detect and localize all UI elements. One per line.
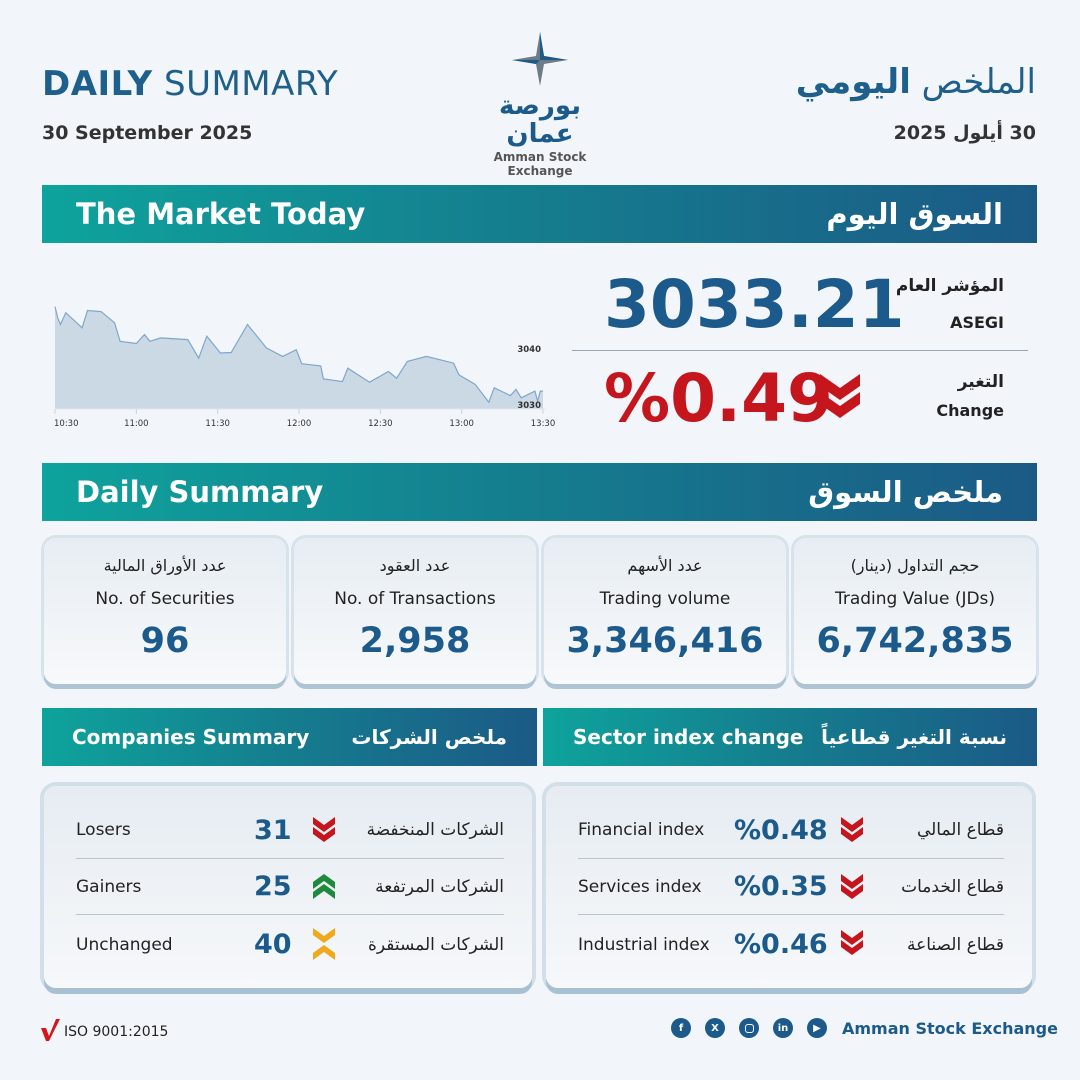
x-tick-label: 10:30 — [54, 419, 79, 429]
trading-value-card: حجم التداول (دينار) Trading Value (JDs) … — [794, 538, 1036, 684]
row-value: %0.48 — [734, 814, 828, 846]
row-label-ar: الشركات المستقرة — [367, 934, 504, 955]
row-label-ar: قطاع المالي — [916, 820, 1004, 840]
facebook-icon[interactable]: f — [671, 1018, 691, 1038]
logo-en: Amman Stock Exchange — [493, 150, 587, 178]
row-label-ar: قطاع الخدمات — [901, 876, 1004, 897]
transactions-card: عدد العقود No. of Transactions 2,958 — [294, 538, 536, 684]
card-label-en: Trading volume — [599, 589, 731, 609]
row-value: %0.46 — [734, 929, 828, 960]
y-tick-label: 3030 — [517, 401, 541, 411]
double-chevron-down-icon — [820, 374, 860, 418]
companies-panel: Losers 31 الشركات المنخفضة Gainers 25 ال… — [44, 786, 532, 988]
instagram-icon[interactable] — [739, 1018, 759, 1038]
row-value: 31 — [254, 814, 292, 846]
companies-summary-bar: Companies Summary ملخص الشركات — [42, 708, 537, 766]
card-label-en: No. of Transactions — [334, 589, 496, 609]
bar-title-en: The Market Today — [76, 197, 366, 231]
card-label-en: Trading Value (JDs) — [834, 589, 996, 609]
row-label-en: Unchanged — [76, 934, 173, 955]
x-tick-label: 13:00 — [449, 419, 474, 429]
double-chevron-down-icon — [841, 930, 863, 955]
youtube-icon[interactable]: ▶ — [807, 1018, 827, 1038]
losers-row: Losers 31 الشركات المنخفضة — [76, 802, 504, 858]
row-value: %0.35 — [734, 871, 828, 902]
row-label-en: Industrial index — [578, 934, 710, 955]
bar-title-en: Sector index change — [573, 725, 804, 749]
title-en: DAILY SUMMARY — [42, 64, 339, 104]
x-tick-label: 12:00 — [287, 419, 312, 429]
iso-label: ISO 9001:2015 — [64, 1024, 169, 1040]
row-label-ar: الشركات المرتفعة — [375, 876, 504, 897]
bar-title-ar: ملخص السوق — [808, 475, 1003, 509]
iso-check-icon — [41, 1019, 60, 1041]
change-value: %0.49 — [604, 360, 833, 437]
trading-volume-card: عدد الأسهم Trading volume 3,346,416 — [544, 538, 786, 684]
brand-link[interactable]: Amman Stock Exchange — [842, 1019, 1058, 1038]
bar-title-en: Companies Summary — [72, 725, 310, 749]
card-value: 96 — [140, 621, 190, 661]
bar-title-ar: نسبة التغير قطاعياً — [821, 725, 1007, 749]
row-value: 40 — [254, 929, 292, 960]
double-chevron-down-icon — [841, 817, 863, 842]
bar-title-en: Daily Summary — [76, 475, 324, 509]
x-tick-label: 12:30 — [368, 419, 393, 429]
card-value: 2,958 — [359, 621, 471, 661]
row-label-en: Losers — [76, 820, 131, 840]
linkedin-icon[interactable]: in — [773, 1018, 793, 1038]
divider — [572, 350, 1028, 351]
ase-logo: بورصة عمان Amman Stock Exchange — [470, 30, 610, 178]
index-value: 3033.21 — [604, 266, 905, 343]
services-row: Services index %0.35 قطاع الخدمات — [578, 858, 1004, 914]
double-chevron-up-icon — [313, 874, 335, 899]
index-label-en: ASEGI — [950, 313, 1004, 332]
bar-title-ar: السوق اليوم — [826, 197, 1003, 231]
row-label-ar: الشركات المنخفضة — [366, 820, 504, 840]
card-value: 3,346,416 — [566, 621, 764, 661]
row-label-en: Financial index — [578, 820, 705, 840]
daily-summary-bar: Daily Summary ملخص السوق — [42, 463, 1037, 521]
date-en: 30 September 2025 — [42, 122, 253, 144]
industrial-row: Industrial index %0.46 قطاع الصناعة — [578, 914, 1004, 974]
title-ar: الملخص اليومي — [795, 62, 1036, 102]
card-label-ar: عدد الأسهم — [627, 556, 703, 575]
double-chevron-down-icon — [841, 874, 863, 899]
change-label-en: Change — [936, 401, 1004, 420]
card-label-ar: حجم التداول (دينار) — [850, 556, 980, 575]
market-today-bar: The Market Today السوق اليوم — [42, 185, 1037, 243]
gainers-row: Gainers 25 الشركات المرتفعة — [76, 858, 504, 914]
x-tick-label: 11:00 — [124, 419, 149, 429]
card-label-ar: عدد الأوراق المالية — [103, 556, 227, 575]
x-tick-label: 13:30 — [531, 419, 556, 429]
financial-row: Financial index %0.48 قطاع المالي — [578, 802, 1004, 858]
star-logo-icon — [512, 32, 568, 86]
card-label-ar: عدد العقود — [379, 556, 451, 575]
x-icon[interactable]: X — [705, 1018, 725, 1038]
chart-line — [54, 306, 543, 404]
bar-title-ar: ملخص الشركات — [351, 725, 507, 749]
index-intraday-chart: 10:30 11:00 11:30 12:00 12:30 13:00 13:30 3040 3… — [54, 306, 556, 429]
index-label-ar: المؤشر العام — [895, 276, 1004, 296]
row-label-ar: قطاع الصناعة — [906, 934, 1004, 955]
logo-ar: بورصة عمان — [499, 91, 581, 149]
sectors-panel: Financial index %0.48 قطاع المالي Servic… — [546, 786, 1032, 988]
chevrons-converge-icon — [313, 928, 335, 960]
row-value: 25 — [254, 871, 292, 902]
card-label-en: No. of Securities — [95, 589, 235, 609]
date-ar: 30 أيلول 2025 — [893, 122, 1036, 144]
securities-card: عدد الأوراق المالية No. of Securities 96 — [44, 538, 286, 684]
x-tick-label: 11:30 — [205, 419, 230, 429]
change-label-ar: التغير — [957, 372, 1004, 392]
row-label-en: Gainers — [76, 876, 142, 897]
double-chevron-down-icon — [313, 817, 335, 842]
y-tick-label: 3040 — [517, 345, 541, 355]
card-value: 6,742,835 — [816, 621, 1014, 661]
unchanged-row: Unchanged 40 الشركات المستقرة — [76, 914, 504, 974]
sector-index-bar: Sector index change نسبة التغير قطاعياً — [543, 708, 1037, 766]
row-label-en: Services index — [578, 876, 702, 897]
